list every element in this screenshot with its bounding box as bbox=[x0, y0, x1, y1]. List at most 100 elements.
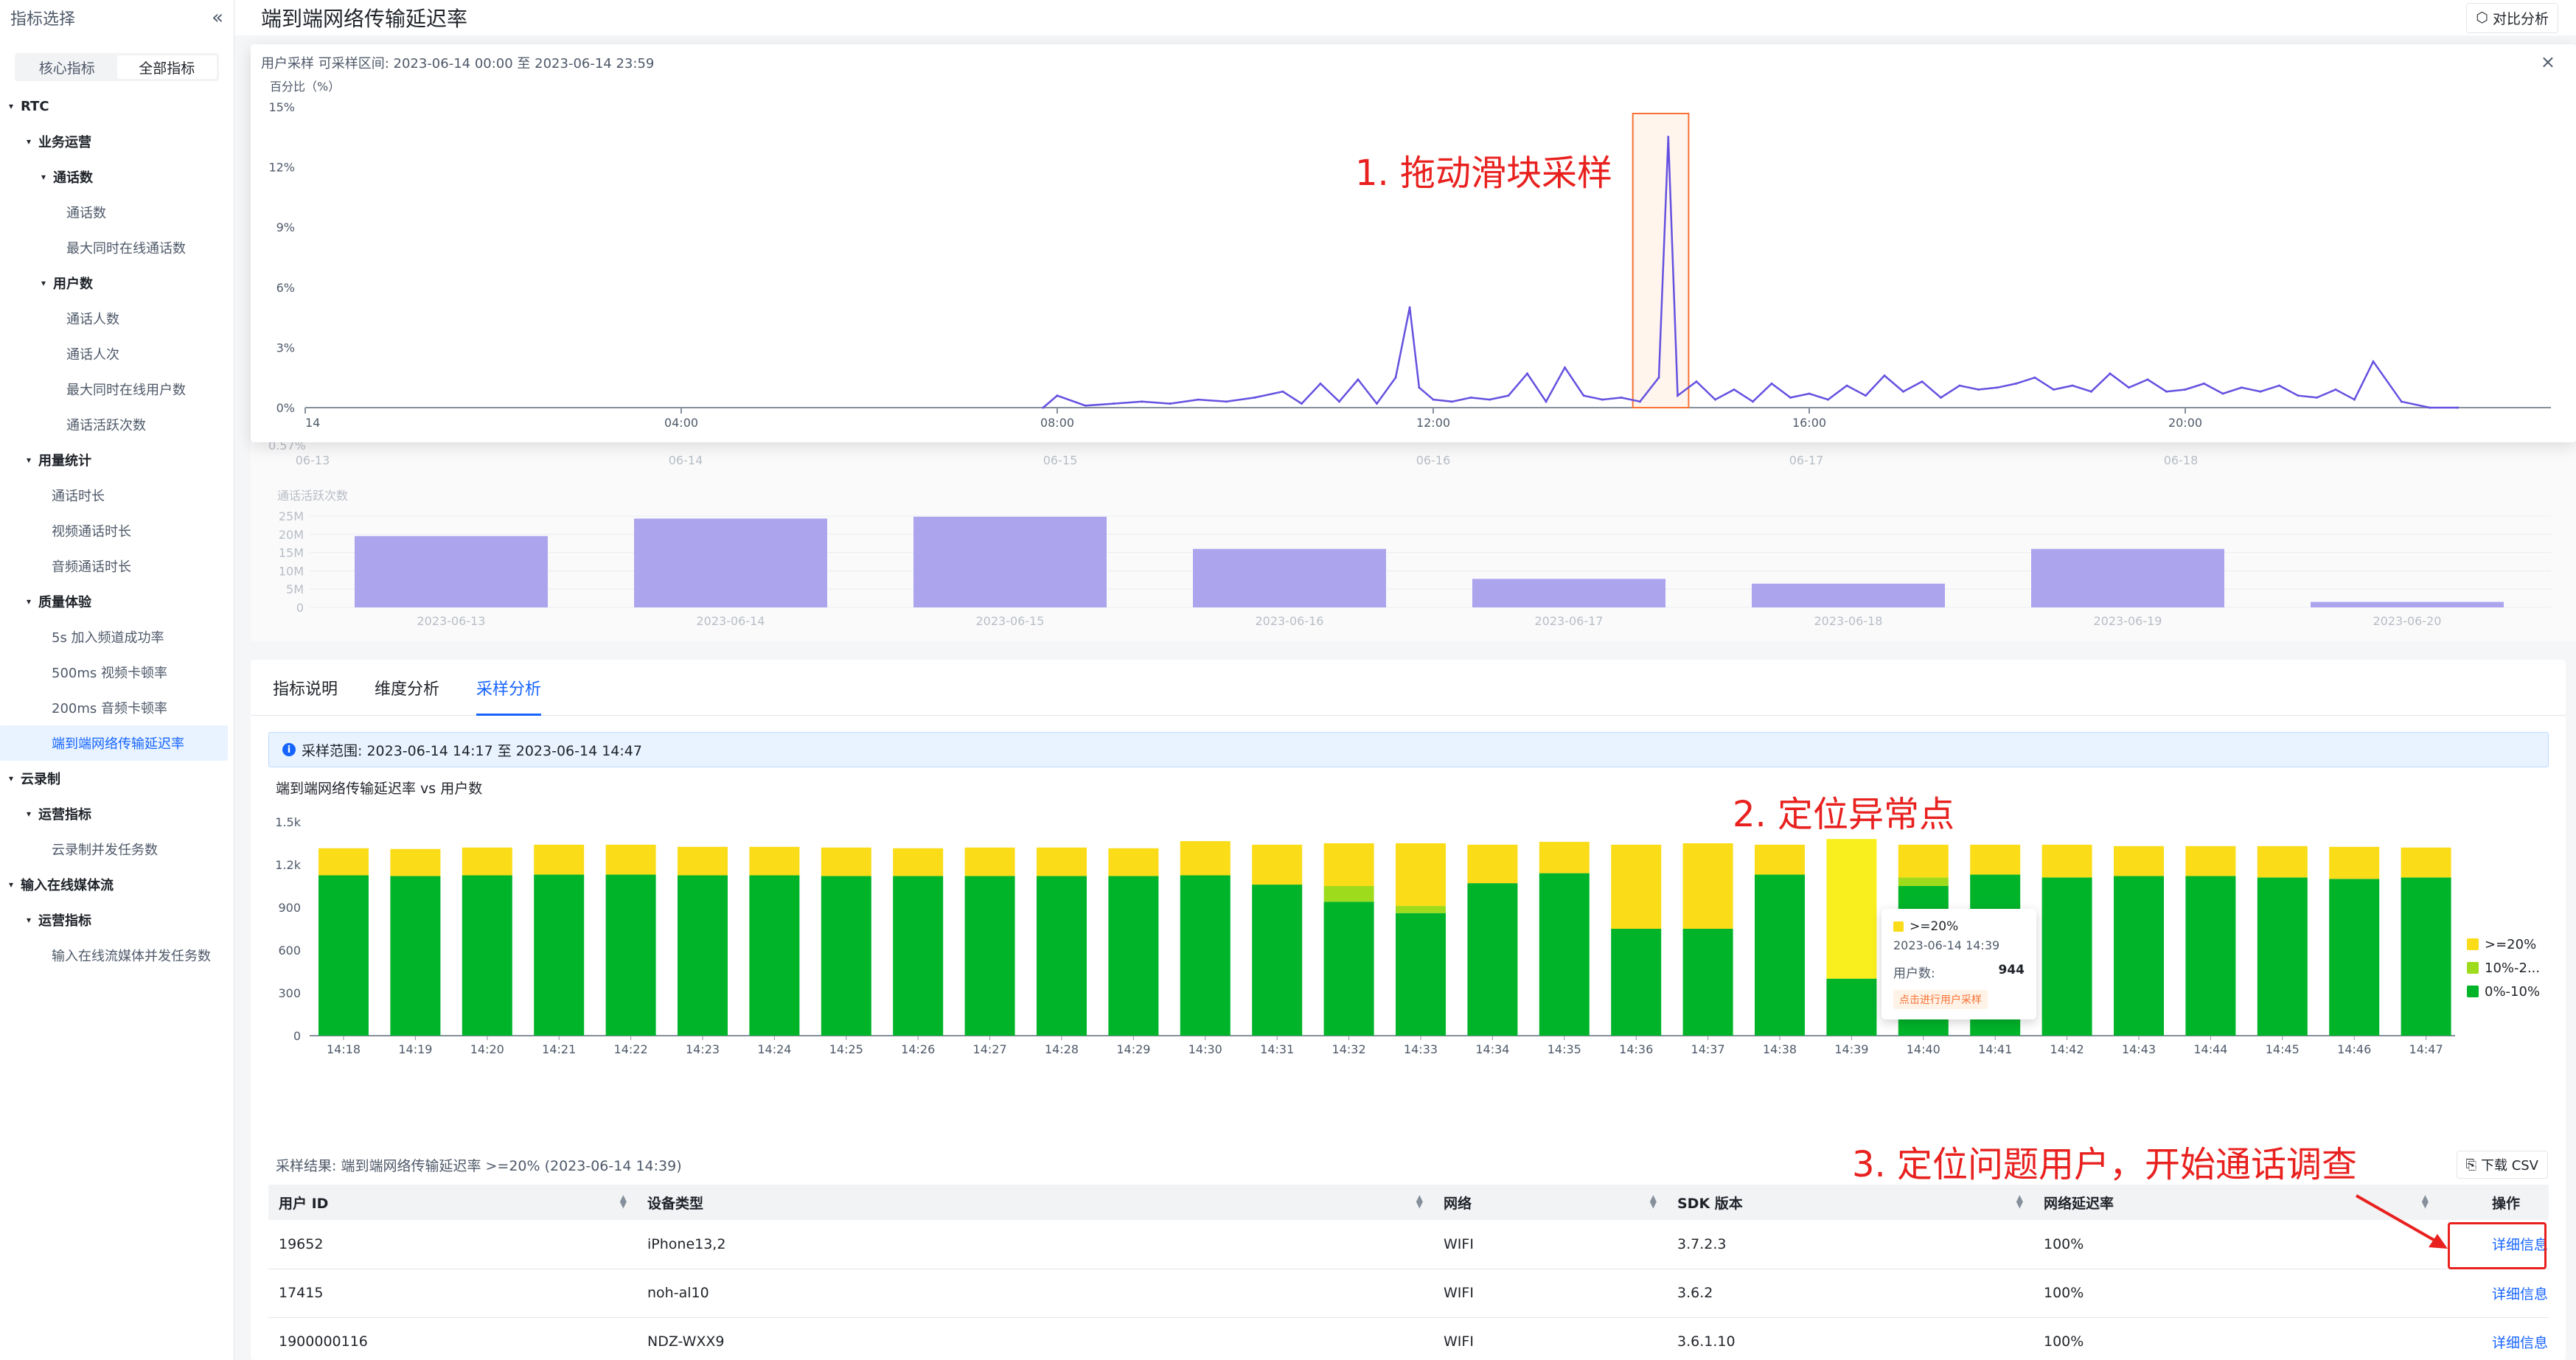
tree-item-4[interactable]: 最大同时在线通话数 bbox=[0, 230, 234, 265]
bar-segment[interactable] bbox=[1826, 978, 1877, 1036]
bar-segment[interactable] bbox=[2401, 847, 2451, 878]
tree-item-9[interactable]: 通话活跃次数 bbox=[0, 407, 234, 442]
bar-segment[interactable] bbox=[749, 875, 800, 1036]
col-latency-rate[interactable]: 网络延迟率 ▲ ▼ bbox=[2033, 1185, 2439, 1220]
tree-group-23[interactable]: ▾ 运营指标 bbox=[0, 902, 234, 938]
bar-segment[interactable] bbox=[605, 844, 656, 875]
bar-segment[interactable] bbox=[1323, 902, 1374, 1036]
bar-segment[interactable] bbox=[749, 846, 800, 876]
bar-segment[interactable] bbox=[605, 874, 656, 1036]
sort-icon[interactable]: ▲ ▼ bbox=[2421, 1193, 2429, 1210]
bar-segment[interactable] bbox=[2329, 879, 2380, 1036]
sort-icon[interactable]: ▲ ▼ bbox=[1416, 1193, 1423, 1210]
bar-segment[interactable] bbox=[893, 848, 944, 876]
bar-segment[interactable] bbox=[1037, 847, 1087, 876]
caret-down-icon[interactable]: ▾ bbox=[9, 879, 14, 890]
close-icon[interactable]: × bbox=[2540, 52, 2555, 72]
bar-segment[interactable] bbox=[1396, 913, 1446, 1036]
sampling-line-chart[interactable]: 0% 3% 6% 9% 12% 15% 14 04:00 08:00 12:00 16:00 20:0… bbox=[251, 88, 2576, 442]
stacked-bar-chart[interactable]: 0 300 600 900 1.2k 1.5k 14:18 14:19 14:20 14:21 14… bbox=[251, 804, 2566, 1055]
bar-segment[interactable] bbox=[1539, 873, 1590, 1036]
sampling-slider-box[interactable] bbox=[1632, 113, 1690, 408]
sort-icon[interactable]: ▲ ▼ bbox=[2016, 1193, 2023, 1210]
caret-down-icon[interactable]: ▾ bbox=[27, 915, 32, 925]
bar-segment[interactable] bbox=[1611, 844, 1662, 929]
tab-sampling-analysis[interactable]: 采样分析 bbox=[476, 660, 542, 716]
bar-segment[interactable] bbox=[1323, 886, 1374, 902]
bar-segment[interactable] bbox=[1970, 844, 2021, 875]
tree-item-6[interactable]: 通话人数 bbox=[0, 301, 234, 336]
tree-item-17[interactable]: 200ms 音频卡顿率 bbox=[0, 690, 234, 725]
tree-item-21[interactable]: 云录制并发任务数 bbox=[0, 831, 234, 867]
bar-segment[interactable] bbox=[1755, 844, 1805, 875]
col-network[interactable]: 网络 ▲ ▼ bbox=[1433, 1185, 1667, 1220]
compare-analysis-button[interactable]: ⬡ 对比分析 bbox=[2466, 2, 2558, 33]
caret-down-icon[interactable]: ▾ bbox=[27, 596, 32, 607]
bar-segment[interactable] bbox=[1467, 883, 1518, 1036]
tree-item-12[interactable]: 视频通话时长 bbox=[0, 513, 234, 548]
bar-segment[interactable] bbox=[1252, 885, 1303, 1036]
col-device-type[interactable]: 设备类型 ▲ ▼ bbox=[637, 1185, 1433, 1220]
tree-item-3[interactable]: 通话数 bbox=[0, 195, 234, 230]
tree-group-22[interactable]: ▾ 输入在线媒体流 bbox=[0, 867, 234, 902]
sort-icon[interactable]: ▲ ▼ bbox=[619, 1193, 627, 1210]
caret-down-icon[interactable]: ▾ bbox=[27, 136, 32, 147]
tab-all-metrics[interactable]: 全部指标 bbox=[116, 55, 217, 79]
bar-segment[interactable] bbox=[2041, 877, 2092, 1036]
tree-item-13[interactable]: 音频通话时长 bbox=[0, 548, 234, 584]
tree-group-2[interactable]: ▾ 通话数 bbox=[0, 159, 234, 195]
bar-segment[interactable] bbox=[2329, 846, 2380, 879]
bar-segment[interactable] bbox=[318, 848, 369, 876]
bar-segment[interactable] bbox=[2114, 876, 2164, 1036]
tree-group-5[interactable]: ▾ 用户数 bbox=[0, 265, 234, 301]
bar-segment[interactable] bbox=[534, 844, 585, 875]
bar-segment[interactable] bbox=[2401, 877, 2451, 1036]
bar-segment[interactable] bbox=[821, 847, 871, 876]
caret-down-icon[interactable]: ▾ bbox=[27, 809, 32, 819]
user-sampling-button[interactable]: 点击进行用户采样 bbox=[1893, 990, 1988, 1009]
bar-segment[interactable] bbox=[2114, 845, 2164, 876]
caret-down-icon[interactable]: ▾ bbox=[41, 172, 46, 182]
tree-item-11[interactable]: 通话时长 bbox=[0, 478, 234, 513]
tree-item-24[interactable]: 输入在线流媒体并发任务数 bbox=[0, 938, 234, 973]
bar-segment[interactable] bbox=[390, 876, 441, 1036]
bar-segment[interactable] bbox=[964, 876, 1015, 1036]
bar-segment[interactable] bbox=[1396, 843, 1446, 907]
bar-segment[interactable] bbox=[1898, 844, 1949, 878]
legend-item-ge20[interactable]: >=20% bbox=[2467, 932, 2540, 956]
bar-segment[interactable] bbox=[2257, 845, 2308, 878]
bar-segment[interactable] bbox=[1180, 841, 1230, 876]
caret-down-icon[interactable]: ▾ bbox=[27, 455, 32, 465]
col-user-id[interactable]: 用户 ID ▲ ▼ bbox=[268, 1185, 637, 1220]
tree-group-1[interactable]: ▾ 业务运营 bbox=[0, 124, 234, 159]
bar-segment[interactable] bbox=[1108, 848, 1159, 876]
bar-segment[interactable] bbox=[1611, 929, 1662, 1036]
bar-segment[interactable] bbox=[390, 848, 441, 876]
sort-icon[interactable]: ▲ ▼ bbox=[1649, 1193, 1657, 1210]
tree-item-7[interactable]: 通话人次 bbox=[0, 336, 234, 372]
caret-down-icon[interactable]: ▾ bbox=[9, 773, 14, 784]
caret-down-icon[interactable]: ▾ bbox=[9, 101, 14, 111]
bar-segment[interactable] bbox=[1467, 844, 1518, 884]
tab-metric-description[interactable]: 指标说明 bbox=[273, 680, 338, 699]
tab-core-metrics[interactable]: 核心指标 bbox=[38, 60, 95, 77]
bar-segment[interactable] bbox=[1108, 876, 1159, 1036]
bar-segment[interactable] bbox=[1898, 877, 1949, 886]
tree-item-18[interactable]: 端到端网络传输延迟率 bbox=[0, 725, 228, 761]
bar-segment[interactable] bbox=[1682, 929, 1733, 1036]
tree-group-20[interactable]: ▾ 运营指标 bbox=[0, 796, 234, 831]
bar-segment[interactable] bbox=[462, 847, 512, 876]
bar-segment[interactable] bbox=[1323, 843, 1374, 886]
tree-item-15[interactable]: 5s 加入频道成功率 bbox=[0, 619, 234, 655]
bar-segment[interactable] bbox=[1252, 844, 1303, 885]
bar-segment[interactable] bbox=[1539, 842, 1590, 873]
download-csv-button[interactable]: ⎘ 下载 CSV bbox=[2456, 1151, 2548, 1179]
bar-segment[interactable] bbox=[2185, 845, 2236, 876]
bar-segment[interactable] bbox=[2041, 844, 2092, 878]
bar-segment[interactable] bbox=[1396, 906, 1446, 913]
bar-segment[interactable] bbox=[534, 874, 585, 1036]
bar-segment[interactable] bbox=[964, 847, 1015, 876]
bar-segment[interactable] bbox=[1826, 839, 1877, 979]
bar-segment[interactable] bbox=[462, 875, 512, 1036]
tree-group-19[interactable]: ▾ 云录制 bbox=[0, 761, 234, 796]
